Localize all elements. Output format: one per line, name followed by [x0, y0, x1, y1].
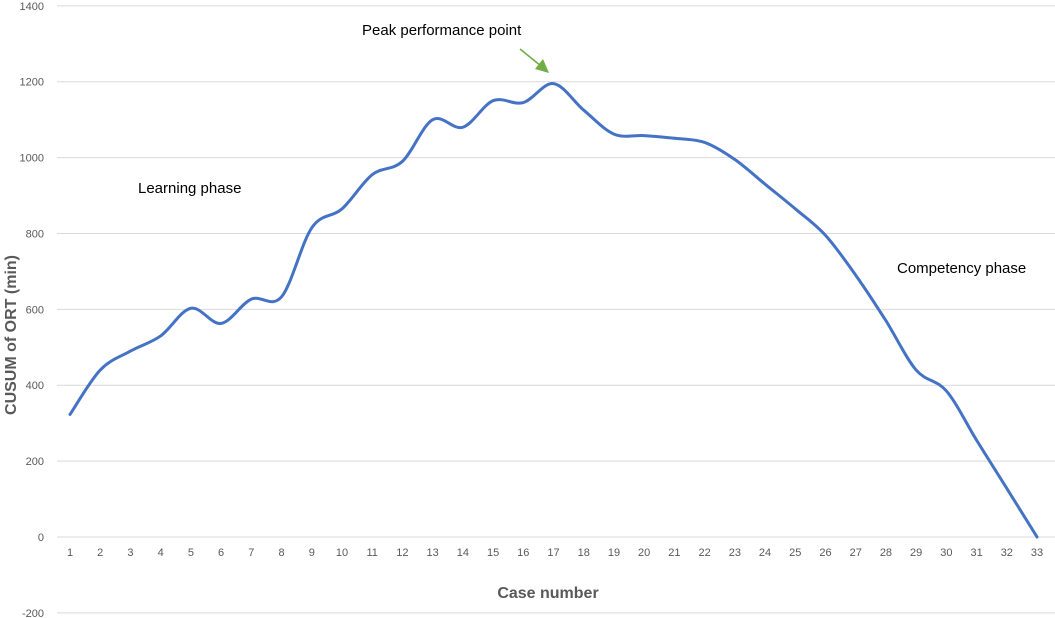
data-point: [400, 159, 405, 164]
y-tick-label: 1000: [20, 153, 44, 165]
x-tick-label: 12: [396, 547, 408, 559]
y-tick-label: 200: [26, 456, 44, 468]
data-point: [430, 117, 435, 122]
x-tick-label: 14: [457, 547, 469, 559]
data-point: [279, 294, 284, 299]
data-point: [188, 306, 193, 311]
data-point: [370, 172, 375, 177]
data-point: [551, 81, 556, 86]
y-axis-title: CUSUM of ORT (min): [3, 255, 20, 415]
x-tick-label: 31: [970, 547, 982, 559]
x-tick-label: 25: [789, 547, 801, 559]
gridlines: [57, 5, 1055, 614]
data-point: [853, 273, 858, 278]
series-line-0: [68, 82, 1039, 539]
x-tick-label: 7: [248, 547, 254, 559]
x-tick-label: 30: [940, 547, 952, 559]
y-tick-label: 0: [38, 532, 44, 544]
data-point: [521, 100, 526, 105]
data-point: [68, 412, 73, 417]
x-tick-label: 3: [127, 547, 133, 559]
annotation-learning-phase: Learning phase: [138, 180, 241, 197]
x-tick-label: 19: [608, 547, 620, 559]
x-tick-label: 11: [366, 547, 377, 559]
x-tick-label: 10: [336, 547, 348, 559]
y-tick-label: -200: [22, 608, 44, 618]
data-point: [98, 368, 103, 373]
x-tick-label: 24: [759, 547, 771, 559]
x-tick-label: 6: [218, 547, 224, 559]
x-tick-label: 23: [729, 547, 741, 559]
x-tick-label: 20: [638, 547, 650, 559]
data-point: [219, 321, 224, 326]
data-point: [249, 297, 254, 302]
y-tick-label: 600: [26, 304, 44, 316]
data-point: [702, 140, 707, 145]
data-point: [672, 136, 677, 141]
data-point: [611, 132, 616, 137]
x-tick-label: 9: [309, 547, 315, 559]
x-tick-label: 4: [158, 547, 164, 559]
x-tick-label: 17: [547, 547, 559, 559]
data-point: [823, 233, 828, 238]
data-point: [944, 388, 949, 393]
x-tick-label: 32: [1001, 547, 1013, 559]
data-point: [460, 125, 465, 130]
data-point: [581, 108, 586, 113]
data-point: [732, 157, 737, 162]
data-point: [158, 333, 163, 338]
y-tick-label: 1200: [20, 77, 44, 89]
data-point: [914, 368, 919, 373]
data-point: [793, 206, 798, 211]
x-axis-title: Case number: [497, 585, 598, 602]
annotation-competency-phase: Competency phase: [897, 260, 1026, 277]
x-tick-label: 33: [1031, 547, 1043, 559]
x-tick-label: 27: [850, 547, 862, 559]
x-tick-label: 18: [578, 547, 590, 559]
x-tick-label: 16: [517, 547, 529, 559]
x-tick-label: 22: [698, 547, 710, 559]
data-point: [642, 133, 647, 138]
data-point: [1035, 535, 1040, 540]
x-tick-label: 2: [97, 547, 103, 559]
x-tick-label: 5: [188, 547, 194, 559]
x-tick-labels: 1 2 3 4 5 6 7 8 9 10 11 12 13 14 15 16 17 18 19 20 21 22 23 24 2…: [67, 547, 1043, 559]
x-tick-label: 15: [487, 547, 499, 559]
data-point: [128, 349, 133, 354]
annotation-peak-performance-point: Peak performance point: [362, 22, 522, 39]
peak-arrow-icon: [519, 48, 549, 73]
x-tick-label: 28: [880, 547, 892, 559]
y-tick-label: 1400: [20, 1, 44, 13]
data-point: [309, 225, 314, 230]
data-point: [491, 98, 496, 103]
x-tick-label: 29: [910, 547, 922, 559]
y-tick-label: 800: [26, 228, 44, 240]
y-tick-labels: -200 0 200 400 600 800 1000 1200 1400: [20, 1, 44, 618]
y-tick-label: 400: [26, 380, 44, 392]
data-point: [883, 318, 888, 323]
data-point: [763, 182, 768, 187]
x-tick-label: 8: [278, 547, 284, 559]
series-layer: [68, 81, 1040, 540]
x-tick-label: 1: [67, 547, 73, 559]
data-point: [974, 438, 979, 443]
data-point: [339, 206, 344, 211]
x-tick-label: 26: [819, 547, 831, 559]
x-tick-label: 21: [668, 547, 680, 559]
data-point: [1004, 486, 1009, 491]
x-tick-label: 13: [427, 547, 439, 559]
